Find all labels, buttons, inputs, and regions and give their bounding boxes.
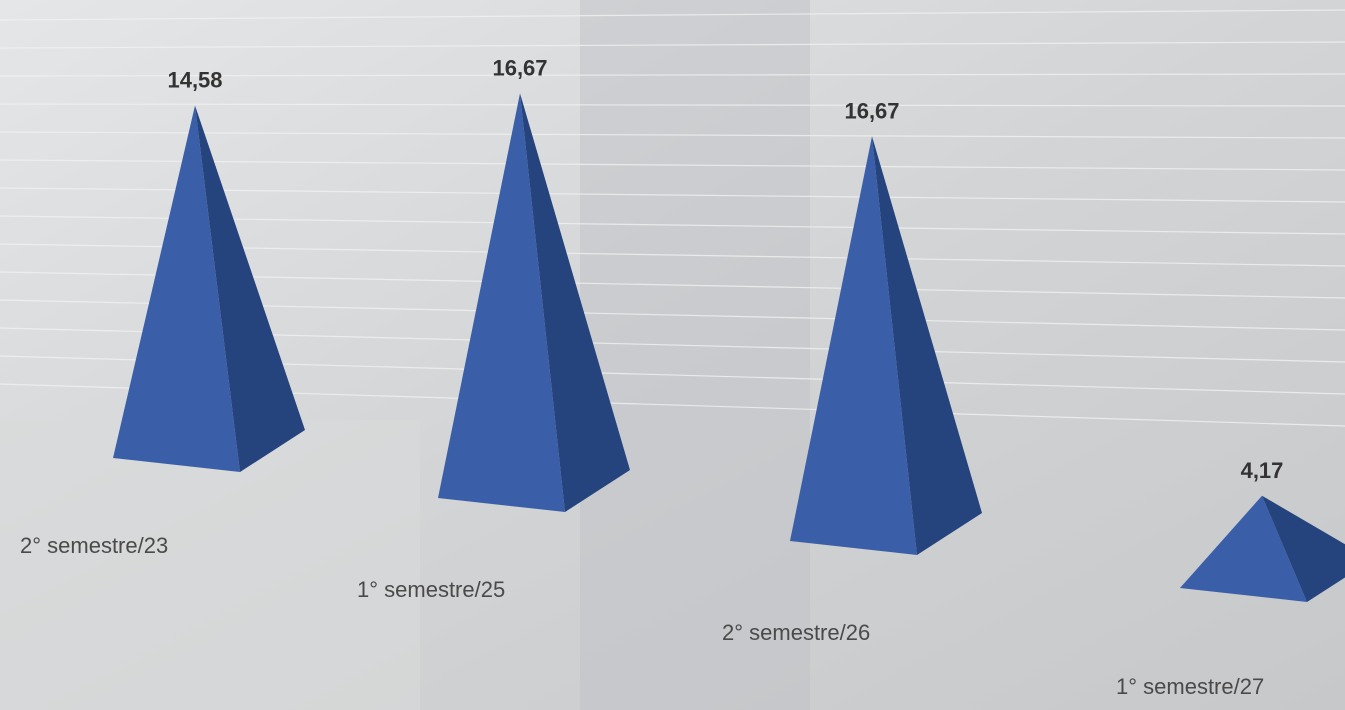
pyramid-side-face <box>1262 495 1345 602</box>
category-label: 1° semestre/27 <box>1116 674 1264 699</box>
category-label: 2° semestre/23 <box>20 533 168 558</box>
pyramid-front-face <box>438 93 565 512</box>
pyramid-side-face <box>195 105 305 472</box>
pyramid <box>113 105 305 472</box>
value-label: 16,67 <box>492 55 547 80</box>
value-label: 4,17 <box>1241 458 1284 483</box>
value-label: 14,58 <box>167 68 222 93</box>
background-building <box>580 0 810 710</box>
category-label: 1° semestre/25 <box>357 577 505 602</box>
pyramid-side-face <box>520 93 630 512</box>
category-label: 2° semestre/26 <box>722 620 870 645</box>
pyramid-side-face <box>872 136 982 555</box>
pyramid <box>790 136 982 555</box>
value-label: 16,67 <box>844 98 899 123</box>
pyramid-front-face <box>113 105 240 472</box>
pyramid-front-face <box>790 136 917 555</box>
pyramid-front-face <box>1180 495 1307 602</box>
pyramid <box>438 93 630 512</box>
pyramid <box>1180 495 1345 602</box>
